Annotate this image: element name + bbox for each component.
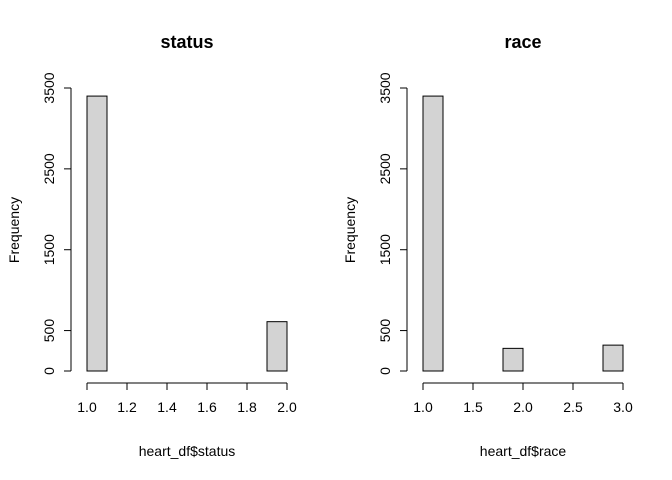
histogram-bar bbox=[502, 347, 524, 372]
x-tick-label: 1.0 bbox=[77, 399, 97, 415]
axes-layer: 1.0 1.2 1.4 1.6 1.8 2.0 0 500 1500 2500 3500 bbox=[41, 72, 297, 415]
y-tick-label: 3500 bbox=[377, 72, 393, 103]
histogram-bar bbox=[266, 321, 288, 372]
y-axis-label: Frequency bbox=[342, 197, 358, 263]
y-tick-label: 3500 bbox=[41, 72, 57, 103]
y-tick-label: 2500 bbox=[377, 153, 393, 184]
histogram-bar bbox=[602, 344, 624, 372]
x-tick-label: 1.0 bbox=[413, 399, 433, 415]
y-tick-label: 2500 bbox=[41, 153, 57, 184]
x-tick-label: 2.5 bbox=[563, 399, 583, 415]
y-tick-label: 1500 bbox=[377, 234, 393, 265]
x-tick-label: 2.0 bbox=[513, 399, 533, 415]
x-tick-label: 1.6 bbox=[197, 399, 217, 415]
x-axis-label: heart_df$status bbox=[139, 443, 236, 459]
chart-title: status bbox=[160, 32, 213, 52]
bars-layer bbox=[86, 95, 288, 372]
race-histogram-panel: race Frequency heart_df$race 1.0 1.5 2.0 2.… bbox=[342, 32, 633, 459]
x-tick-label: 1.4 bbox=[157, 399, 177, 415]
y-tick-label: 0 bbox=[377, 367, 393, 375]
x-axis-label: heart_df$race bbox=[480, 443, 567, 459]
histogram-bar bbox=[86, 95, 108, 372]
histogram-bar bbox=[422, 95, 444, 372]
axes-layer: 1.0 1.5 2.0 2.5 3.0 0 500 1500 2500 3500 bbox=[377, 72, 633, 415]
y-tick-label: 0 bbox=[41, 367, 57, 375]
x-tick-label: 3.0 bbox=[613, 399, 633, 415]
y-tick-label: 1500 bbox=[41, 234, 57, 265]
x-tick-label: 1.2 bbox=[117, 399, 137, 415]
x-tick-label: 2.0 bbox=[277, 399, 297, 415]
x-tick-label: 1.5 bbox=[463, 399, 483, 415]
x-tick-label: 1.8 bbox=[237, 399, 257, 415]
chart-title: race bbox=[504, 32, 541, 52]
y-tick-label: 500 bbox=[41, 319, 57, 343]
y-axis-label: Frequency bbox=[6, 197, 22, 263]
y-tick-label: 500 bbox=[377, 319, 393, 343]
bars-layer bbox=[422, 95, 624, 372]
status-histogram-panel: status Frequency heart_df$status 1.0 1.2 1… bbox=[6, 32, 297, 459]
